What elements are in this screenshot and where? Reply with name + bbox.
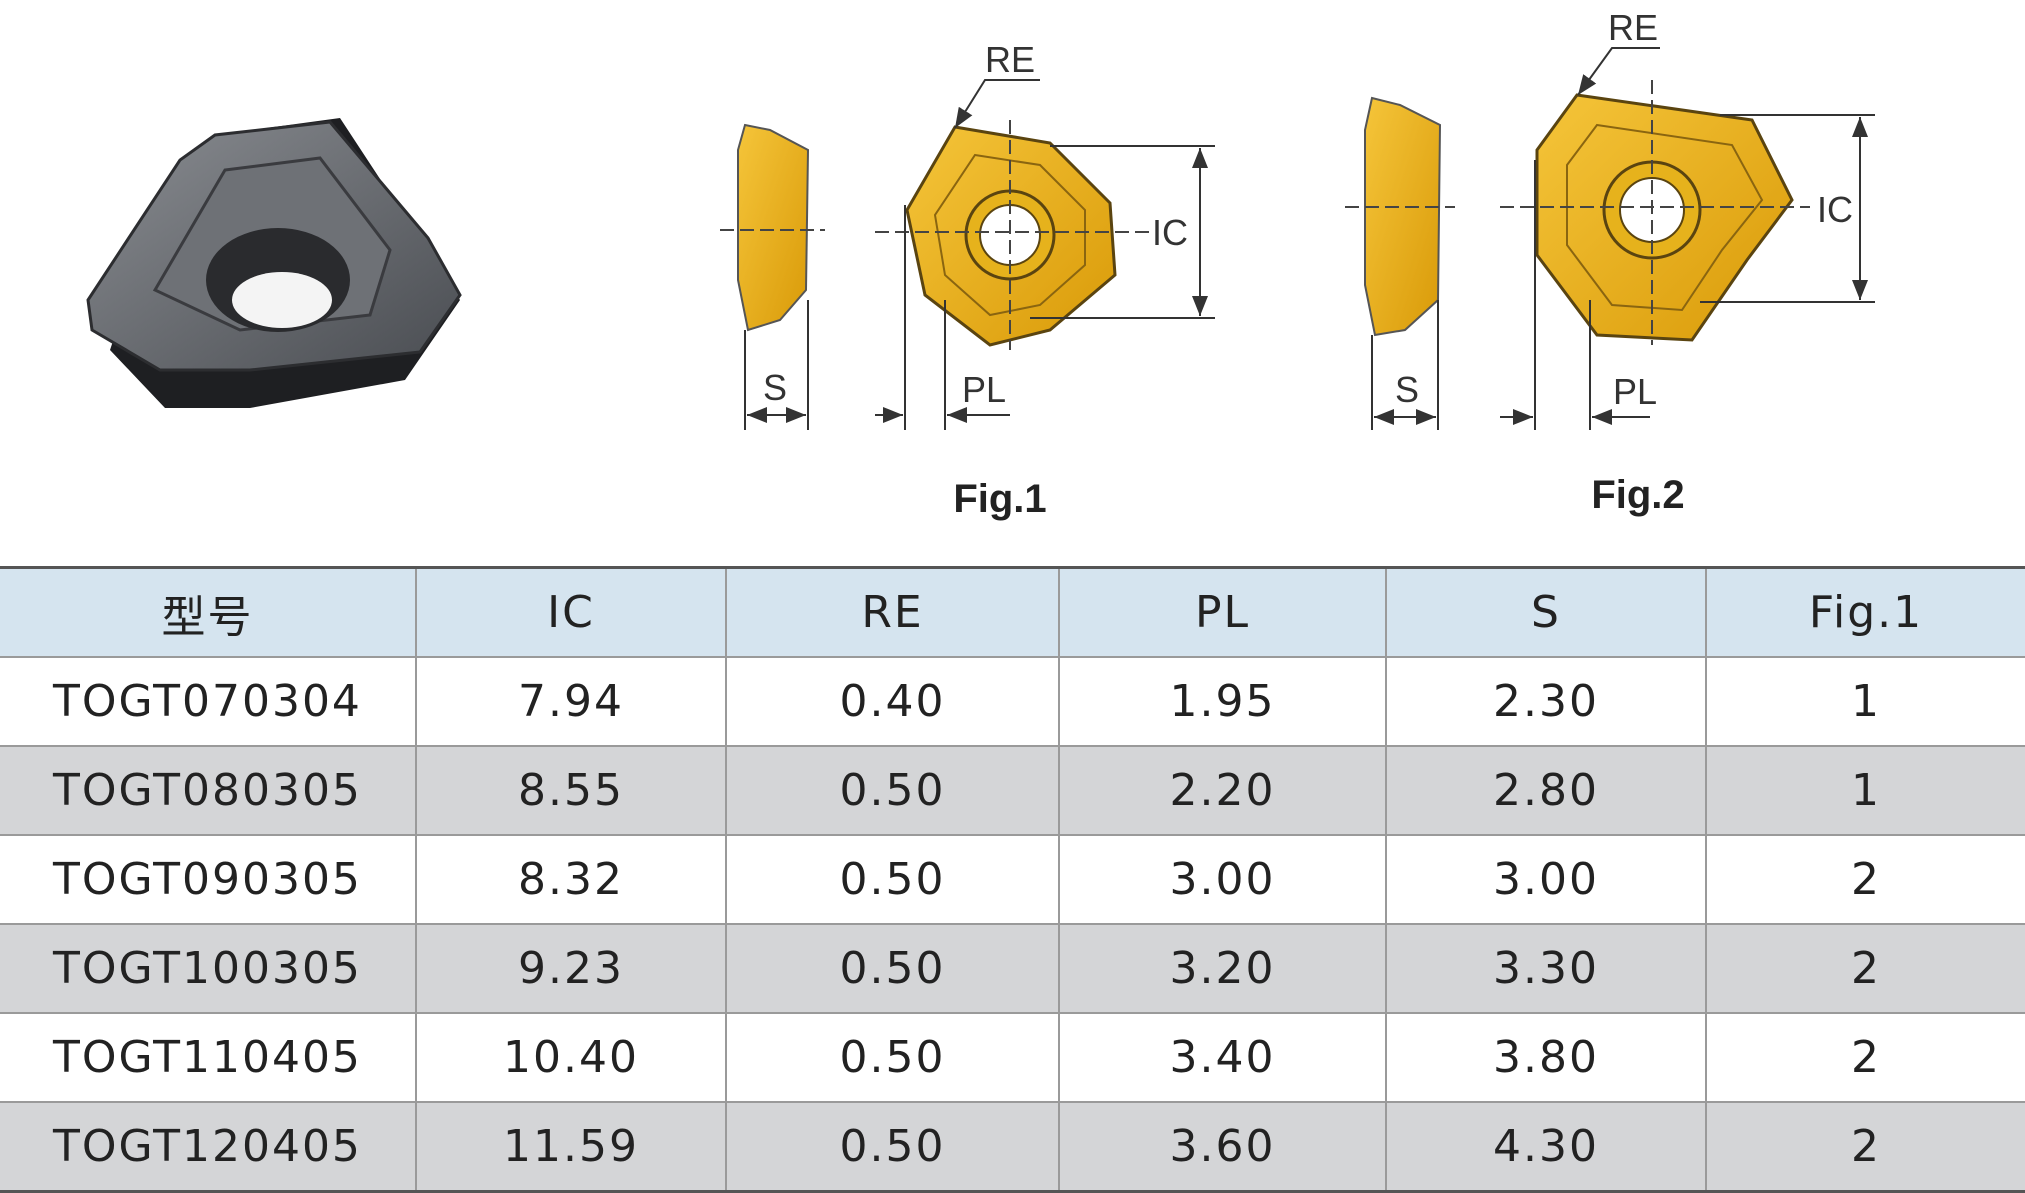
value-cell: 4.30 <box>1385 1102 1706 1193</box>
label-re: RE <box>985 39 1035 80</box>
value-cell: 3.60 <box>1058 1102 1386 1193</box>
label-ic: IC <box>1152 212 1188 253</box>
value-cell: 2.80 <box>1385 746 1706 836</box>
value-cell: 8.32 <box>415 835 726 925</box>
figure-1: RE IC S PL Fig.1 <box>720 39 1215 521</box>
table-row: TOGT070304 7.94 0.40 1.95 2.30 1 <box>0 657 2025 747</box>
model-cell: TOGT110405 <box>0 1013 416 1103</box>
value-cell: 2 <box>1705 1013 2025 1103</box>
value-cell: 8.55 <box>415 746 726 836</box>
header-cell: 型号 <box>0 567 416 658</box>
header-cell: IC <box>415 567 726 658</box>
header-cell: PL <box>1058 567 1386 658</box>
value-cell: 3.20 <box>1058 924 1386 1014</box>
label-pl: PL <box>962 369 1006 410</box>
value-cell: 0.50 <box>725 1102 1059 1193</box>
header-cell: S <box>1385 567 1706 658</box>
value-cell: 0.50 <box>725 924 1059 1014</box>
label-pl: PL <box>1613 371 1657 412</box>
label-s: S <box>763 367 787 408</box>
value-cell: 2 <box>1705 835 2025 925</box>
table-row: TOGT090305 8.32 0.50 3.00 3.00 2 <box>0 835 2025 925</box>
spec-table: 型号 IC RE PL S Fig.1 TOGT070304 7.94 0.40 1.95 2.3… <box>0 566 2025 1193</box>
label-ic: IC <box>1817 189 1853 230</box>
model-cell: TOGT070304 <box>0 657 416 747</box>
label-re: RE <box>1608 7 1658 48</box>
header-cell: RE <box>725 567 1059 658</box>
figure-2: RE IC S PL Fig.2 <box>1345 7 1875 517</box>
figures: RE IC S PL Fig.1 RE IC S PL Fig.2 <box>86 7 1875 521</box>
value-cell: 3.00 <box>1385 835 1706 925</box>
label-s: S <box>1395 369 1419 410</box>
model-cell: TOGT120405 <box>0 1102 416 1193</box>
value-cell: 10.40 <box>415 1013 726 1103</box>
value-cell: 2 <box>1705 1102 2025 1193</box>
value-cell: 0.50 <box>725 1013 1059 1103</box>
table-body: TOGT070304 7.94 0.40 1.95 2.30 1 TOGT080305 8.5… <box>0 657 2025 1193</box>
figure-caption: Fig.1 <box>953 477 1046 521</box>
value-cell: 3.40 <box>1058 1013 1386 1103</box>
model-cell: TOGT090305 <box>0 835 416 925</box>
figure-caption: Fig.2 <box>1591 473 1684 517</box>
table-row: TOGT100305 9.23 0.50 3.20 3.30 2 <box>0 924 2025 1014</box>
value-cell: 3.00 <box>1058 835 1386 925</box>
value-cell: 3.80 <box>1385 1013 1706 1103</box>
header-cell: Fig.1 <box>1705 567 2025 658</box>
value-cell: 1 <box>1705 657 2025 747</box>
value-cell: 7.94 <box>415 657 726 747</box>
value-cell: 9.23 <box>415 924 726 1014</box>
value-cell: 2.20 <box>1058 746 1386 836</box>
value-cell: 1 <box>1705 746 2025 836</box>
value-cell: 2 <box>1705 924 2025 1014</box>
value-cell: 2.30 <box>1385 657 1706 747</box>
header-row: 型号 IC RE PL S Fig.1 <box>0 567 2025 658</box>
value-cell: 3.30 <box>1385 924 1706 1014</box>
table-row: TOGT080305 8.55 0.50 2.20 2.80 1 <box>0 746 2025 836</box>
value-cell: 0.50 <box>725 746 1059 836</box>
value-cell: 1.95 <box>1058 657 1386 747</box>
model-cell: TOGT100305 <box>0 924 416 1014</box>
insert-photo <box>86 118 462 408</box>
table-row: TOGT120405 11.59 0.50 3.60 4.30 2 <box>0 1102 2025 1193</box>
value-cell: 0.40 <box>725 657 1059 747</box>
model-cell: TOGT080305 <box>0 746 416 836</box>
table-row: TOGT110405 10.40 0.50 3.40 3.80 2 <box>0 1013 2025 1103</box>
value-cell: 11.59 <box>415 1102 726 1193</box>
value-cell: 0.50 <box>725 835 1059 925</box>
